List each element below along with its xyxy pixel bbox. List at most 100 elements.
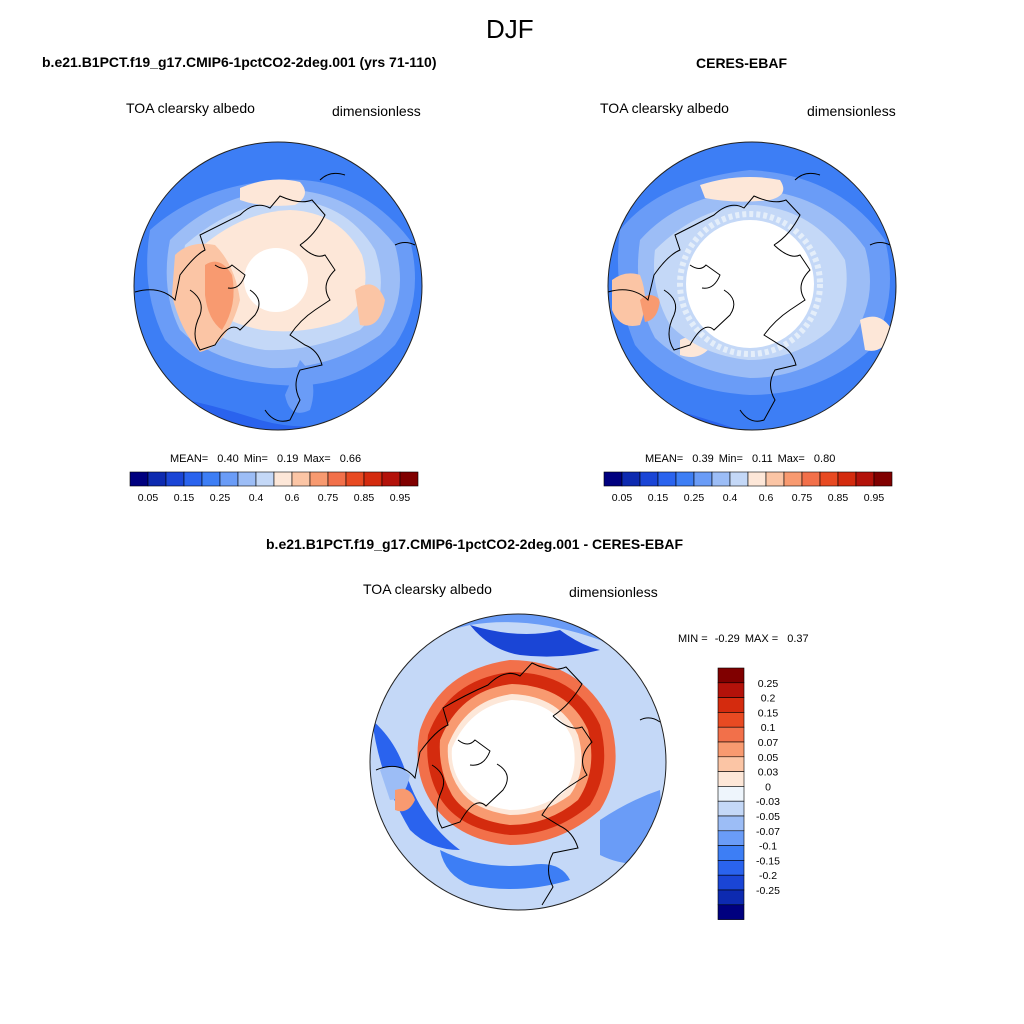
model-max-label: Max=	[303, 453, 331, 465]
diff-colorbar-box	[717, 756, 745, 772]
model-min-value: 0.19	[276, 453, 299, 465]
diff-colorbar-box	[717, 860, 745, 876]
obs-colorbar-box	[711, 471, 731, 487]
obs-map-fill	[608, 142, 896, 430]
obs-colorbar-tick-label: 0.85	[828, 492, 849, 504]
model-colorbar-tick-label: 0.95	[390, 492, 411, 504]
obs-max-value: 0.80	[813, 453, 836, 465]
obs-mean-value: 0.39	[692, 453, 714, 465]
diff-colorbar-tick-label: -0.2	[759, 870, 777, 882]
obs-colorbar-box	[783, 471, 803, 487]
model-colorbar-box	[201, 471, 221, 487]
model-colorbar-box	[291, 471, 311, 487]
obs-colorbar-tick-label: 0.6	[759, 492, 774, 504]
model-variable-label: TOA clearsky albedo	[126, 100, 255, 116]
model-colorbar-box	[219, 471, 239, 487]
model-colorbar-box	[273, 471, 293, 487]
diff-colorbar-box	[717, 726, 745, 743]
model-colorbar-box	[165, 471, 185, 487]
obs-colorbar-tick-label: 0.05	[612, 492, 633, 504]
diff-colorbar-tick-label: 0.05	[758, 752, 779, 764]
obs-colorbar-box	[765, 471, 785, 487]
model-colorbar-box	[237, 471, 257, 487]
obs-colorbar-tick-label: 0.75	[792, 492, 813, 504]
model-colorbar-box	[309, 471, 329, 487]
model-colorbar-box	[381, 471, 401, 487]
obs-colorbar-tick-label: 0.4	[723, 492, 738, 504]
model-colorbar-box	[363, 471, 383, 487]
obs-stats: MEAN= 0.39 Min= 0.11 Max= 0.80	[645, 453, 835, 465]
diff-colorbar-box	[717, 874, 745, 891]
model-colorbar-box	[183, 471, 203, 487]
obs-colorbar-box	[693, 471, 713, 487]
diff-min-value: -0.29	[714, 633, 740, 645]
obs-panel-title: CERES-EBAF	[696, 55, 788, 71]
diff-colorbar-box	[717, 697, 745, 713]
diff-units-label: dimensionless	[569, 584, 658, 600]
model-colorbar-box	[147, 471, 167, 487]
diff-colorbar-tick-label: -0.1	[759, 841, 777, 853]
diff-colorbar-tick-label: -0.03	[756, 796, 780, 808]
obs-colorbar-tick-label: 0.95	[864, 492, 885, 504]
model-coastlines	[134, 172, 416, 422]
diff-colorbar-box	[717, 741, 745, 758]
diff-colorbar-box	[717, 815, 745, 832]
diff-max-label: MAX =	[744, 633, 779, 645]
diff-colorbar-box	[717, 800, 745, 817]
obs-colorbar: 0.05 0.15 0.25 0.4 0.6 0.75 0.85 0.95	[603, 471, 893, 504]
obs-colorbar-box	[675, 471, 695, 487]
diff-colorbar-tick-label: 0.03	[758, 767, 779, 779]
diff-variable-label: TOA clearsky albedo	[363, 581, 492, 597]
model-stats: MEAN= 0.40 Min= 0.19 Max= 0.66	[170, 453, 361, 465]
diff-colorbar-tick-label: 0.1	[761, 722, 776, 734]
obs-colorbar-box	[747, 471, 767, 487]
model-colorbar-tick-label: 0.85	[354, 492, 375, 504]
diff-colorbar: 0.25 0.2 0.15 0.1 0.07 0.05 0.03 0 -0.03 -0.05 -0.…	[717, 667, 780, 920]
obs-coastlines	[607, 172, 891, 422]
diff-colorbar-box	[717, 667, 745, 684]
model-colorbar-box	[345, 471, 365, 487]
diff-colorbar-box	[717, 682, 745, 698]
obs-colorbar-box	[801, 471, 821, 487]
diff-max-value: 0.37	[787, 633, 809, 645]
model-colorbar-tick-label: 0.6	[285, 492, 300, 504]
obs-min-label: Min=	[718, 453, 743, 465]
diff-colorbar-box	[717, 830, 745, 846]
model-colorbar-tick-label: 0.4	[249, 492, 264, 504]
obs-min-value: 0.11	[751, 453, 773, 465]
obs-colorbar-box	[855, 471, 875, 487]
model-colorbar-box	[255, 471, 275, 487]
diff-colorbar-box	[717, 889, 745, 906]
model-panel-title: b.e21.B1PCT.f19_g17.CMIP6-1pctCO2-2deg.0…	[42, 54, 437, 70]
model-colorbar-box	[327, 471, 347, 487]
model-colorbar: 0.05 0.15 0.25 0.4 0.6 0.75 0.85 0.95	[129, 471, 419, 504]
model-mean-value: 0.40	[217, 453, 239, 465]
obs-colorbar-box	[603, 471, 623, 487]
diff-colorbar-tick-label: -0.05	[756, 811, 780, 823]
obs-colorbar-box	[639, 471, 659, 487]
model-colorbar-box	[399, 471, 419, 487]
obs-max-label: Max=	[777, 453, 805, 465]
diff-colorbar-tick-label: -0.15	[756, 855, 780, 867]
obs-colorbar-tick-label: 0.25	[684, 492, 705, 504]
diff-panel-title: b.e21.B1PCT.f19_g17.CMIP6-1pctCO2-2deg.0…	[266, 536, 684, 552]
obs-mean-label: MEAN=	[645, 453, 684, 465]
diff-coastlines	[375, 662, 661, 906]
diff-colorbar-tick-label: 0	[765, 781, 771, 793]
obs-colorbar-box	[873, 471, 893, 487]
model-mean-label: MEAN=	[170, 453, 209, 465]
diff-minmax: MIN = -0.29 MAX = 0.37	[678, 633, 809, 645]
diff-colorbar-box	[717, 786, 745, 802]
model-colorbar-tick-label: 0.15	[174, 492, 195, 504]
model-max-value: 0.66	[339, 453, 362, 465]
diff-colorbar-tick-label: -0.07	[756, 826, 780, 838]
diff-colorbar-tick-label: -0.25	[756, 885, 780, 897]
model-units-label: dimensionless	[332, 103, 421, 119]
diff-map-fill	[370, 614, 666, 910]
model-colorbar-tick-label: 0.25	[210, 492, 231, 504]
obs-colorbar-box	[729, 471, 749, 487]
model-map-fill	[134, 142, 422, 430]
obs-colorbar-tick-label: 0.15	[648, 492, 669, 504]
model-colorbar-tick-label: 0.75	[318, 492, 339, 504]
